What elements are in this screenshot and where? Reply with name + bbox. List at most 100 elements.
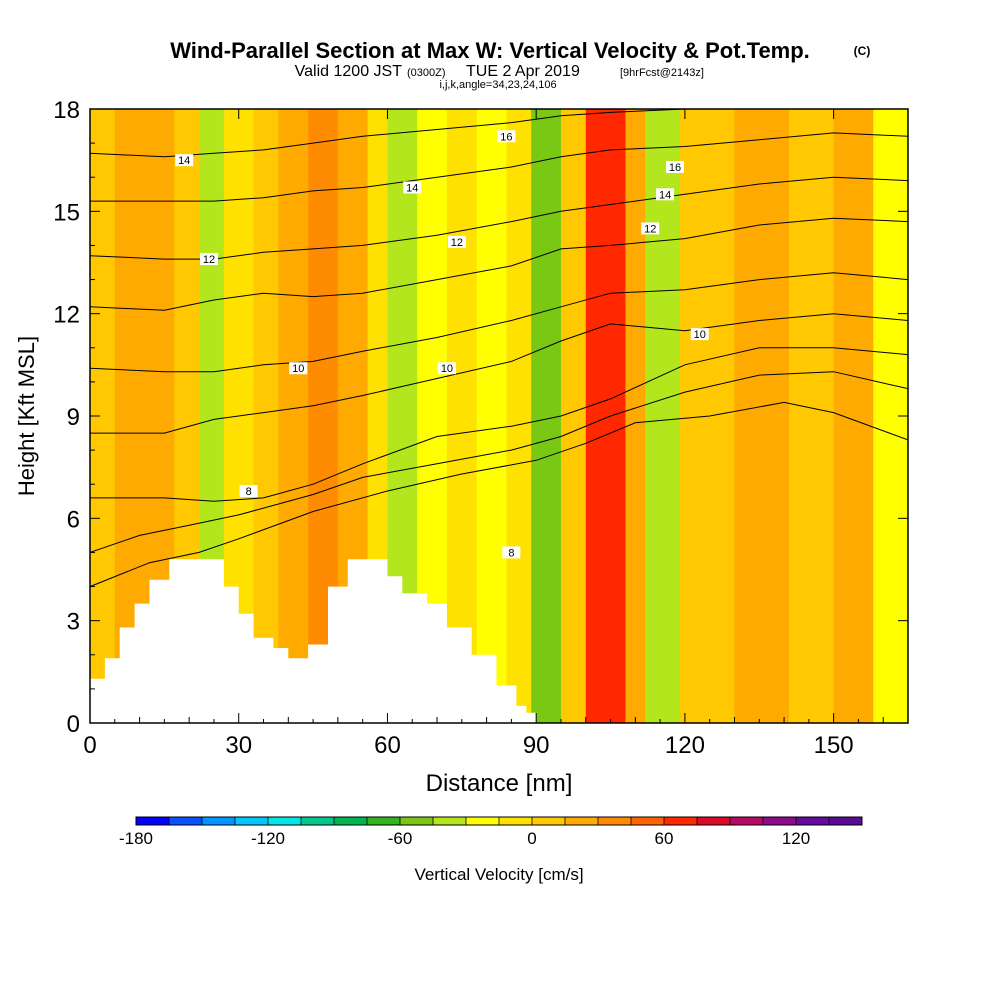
x-tick-label: 90 [523, 732, 550, 759]
velocity-band [734, 109, 790, 723]
x-tick-label: 0 [83, 732, 96, 759]
x-tick-label: 150 [814, 732, 854, 759]
indices-line: i,j,k,angle=34,23,24,106 [439, 79, 556, 91]
isentrope-line [90, 371, 908, 553]
velocity-band [278, 109, 309, 723]
y-tick-label: 18 [53, 97, 80, 124]
contour-label: 16 [665, 160, 684, 174]
colorbar-swatch [433, 817, 467, 825]
contour-label-bg [289, 362, 308, 375]
contour-label: 8 [502, 546, 521, 559]
isentrope-line [90, 347, 908, 502]
contour-label: 8 [239, 485, 258, 498]
colorbar-swatch [136, 817, 170, 825]
velocity-band [476, 109, 507, 723]
velocity-band [645, 109, 681, 723]
colorbar-swatch [829, 817, 863, 825]
colorbar-tick-label: -180 [119, 829, 153, 848]
contour-label-text: 8 [508, 547, 514, 559]
colorbar-swatch [466, 817, 500, 825]
colorbar: -180 -120 -60 0 60 120 [119, 816, 863, 848]
contour-label-bg [665, 160, 684, 173]
colorbar-swatch [235, 817, 269, 825]
colorbar-swatch [499, 817, 533, 825]
contour-labels: 14 12 10 8 14 12 10 16 8 16 14 12 10 [175, 130, 709, 559]
contour-label-bg [502, 546, 521, 559]
colorbar-swatch [169, 817, 203, 825]
contour-label-text: 14 [178, 155, 190, 167]
y-axis: 0 3 6 9 12 15 18 [53, 97, 908, 738]
contour-label-text: 16 [500, 131, 512, 143]
contour-label-bg [239, 485, 258, 498]
isentrope-line [90, 132, 908, 202]
colorbar-swatch [301, 817, 335, 825]
colorbar-swatch [268, 817, 302, 825]
contour-label-bg [403, 181, 422, 194]
x-tick-label: 30 [225, 732, 252, 759]
contour-label-bg [175, 154, 194, 167]
colorbar-swatch [697, 817, 731, 825]
chart-title-mark: (C) [854, 44, 871, 58]
contour-label-text: 10 [441, 363, 453, 375]
contour-label-text: 12 [203, 254, 215, 266]
contour-label: 10 [690, 328, 709, 341]
contour-label-bg [497, 130, 516, 143]
colorbar-swatch [763, 817, 797, 825]
y-tick-label: 3 [67, 609, 80, 636]
colorbar-swatch [565, 817, 599, 825]
contour-label-text: 12 [451, 237, 463, 249]
colorbar-swatch [400, 817, 434, 825]
contour-label: 10 [437, 362, 456, 375]
colorbar-tick-label: 0 [527, 829, 536, 848]
contour-label: 14 [403, 181, 422, 194]
isentrope-line [90, 109, 685, 158]
y-axis-label: Height [Kft MSL] [14, 336, 39, 496]
velocity-band [253, 109, 279, 723]
colorbar-swatch [598, 817, 632, 825]
contour-label: 14 [656, 188, 675, 201]
contour-label: 16 [497, 130, 516, 143]
chart-subtitle: Valid 1200 JST (0300Z) TUE 2 Apr 2019 [9… [295, 63, 704, 80]
terrain-mask [90, 559, 537, 723]
contour-label-bg [656, 188, 675, 201]
colorbar-swatch [367, 817, 401, 825]
contour-label-bg [199, 253, 218, 266]
colorbar-swatch [334, 817, 368, 825]
x-tick-label: 60 [374, 732, 401, 759]
colorbar-tick-label: -60 [388, 829, 413, 848]
contour-label: 12 [199, 253, 218, 266]
y-tick-label: 15 [53, 199, 80, 226]
isentrope-line [90, 313, 908, 434]
y-tick-label: 0 [67, 711, 80, 738]
contour-label-text: 14 [659, 189, 671, 201]
contour-label-bg [437, 362, 456, 375]
colorbar-label: Vertical Velocity [cm/s] [414, 865, 583, 884]
contour-label-bg [641, 222, 660, 235]
contour-label-bg [447, 236, 466, 249]
x-axis: 0 30 60 90 120 150 [83, 109, 884, 759]
velocity-band [625, 109, 646, 723]
colorbar-swatch [532, 817, 566, 825]
colorbar-tick-label: -120 [251, 829, 285, 848]
contour-label-text: 10 [694, 329, 706, 341]
contour-label-text: 16 [669, 162, 681, 174]
colorbar-tick-label: 60 [655, 829, 674, 848]
isentrope-line [90, 217, 908, 311]
contour-label: 12 [641, 222, 660, 235]
isentrope-line [90, 176, 908, 260]
x-axis-label: Distance [nm] [426, 770, 573, 797]
y-tick-label: 12 [53, 302, 80, 329]
colorbar-tick-label: 120 [782, 829, 810, 848]
contour-label-bg [690, 328, 709, 341]
colorbar-swatch [664, 817, 698, 825]
terrain [90, 559, 537, 723]
velocity-band [506, 109, 532, 723]
contour-label-text: 8 [246, 486, 252, 498]
y-tick-label: 9 [67, 404, 80, 431]
isentrope-line [90, 272, 908, 373]
contour-label: 14 [175, 154, 194, 167]
y-tick-label: 6 [67, 506, 80, 533]
chart-title: Wind-Parallel Section at Max W: Vertical… [170, 38, 810, 63]
subtitle-valid: Valid 1200 JST [295, 63, 403, 80]
